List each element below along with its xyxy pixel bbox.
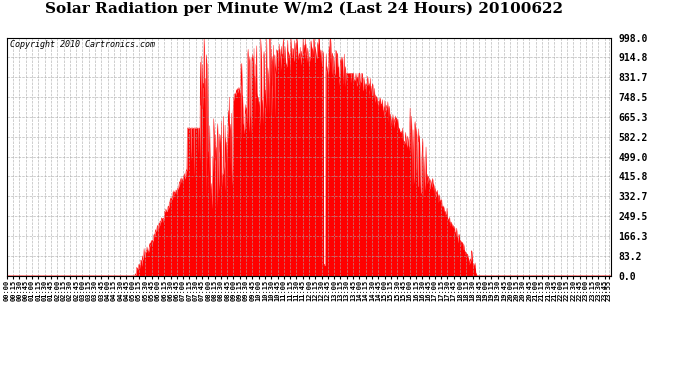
Text: Copyright 2010 Cartronics.com: Copyright 2010 Cartronics.com [10, 40, 155, 49]
Text: Solar Radiation per Minute W/m2 (Last 24 Hours) 20100622: Solar Radiation per Minute W/m2 (Last 24… [45, 2, 562, 16]
